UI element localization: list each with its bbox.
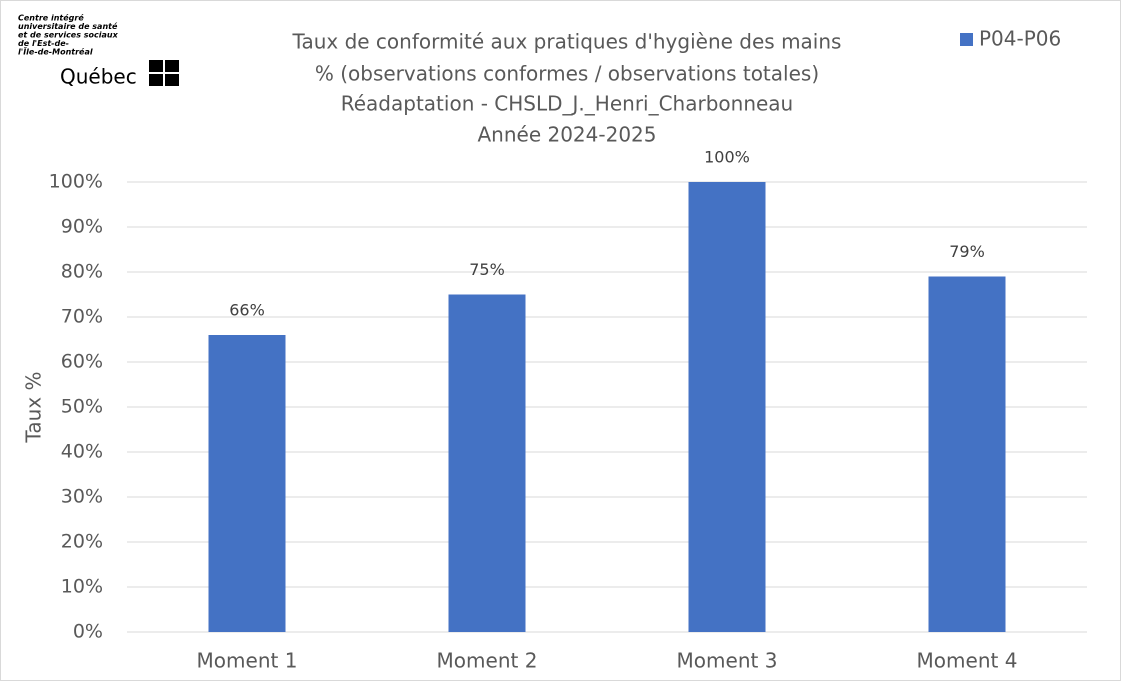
x-tick-label: Moment 2 xyxy=(437,649,538,673)
chart-title: Taux de conformité aux pratiques d'hygiè… xyxy=(292,30,842,54)
bar xyxy=(688,182,766,632)
data-label: 79% xyxy=(949,242,985,261)
logo-name: Québec xyxy=(60,65,137,89)
y-tick-label: 90% xyxy=(61,216,103,238)
logo-text: l'Île-de-Montréal xyxy=(18,47,93,57)
logo-flag xyxy=(149,74,163,86)
y-axis-label: Taux % xyxy=(22,371,46,443)
bar xyxy=(208,335,286,632)
legend-label: P04-P06 xyxy=(979,27,1061,51)
x-tick-label: Moment 3 xyxy=(677,649,778,673)
data-label: 66% xyxy=(229,301,265,320)
logo-text: Centre intégré xyxy=(18,13,84,23)
chart-title: Année 2024-2025 xyxy=(477,123,656,147)
chart-title: % (observations conformes / observations… xyxy=(315,62,819,86)
y-tick-label: 0% xyxy=(73,621,103,643)
y-tick-label: 70% xyxy=(61,306,103,328)
logo-text: et de services sociaux xyxy=(18,31,119,40)
legend-swatch xyxy=(960,33,973,46)
bar xyxy=(448,294,526,632)
y-tick-label: 80% xyxy=(61,261,103,283)
logo-text: de l'Est-de- xyxy=(18,39,69,48)
y-tick-label: 60% xyxy=(61,351,103,373)
y-tick-label: 10% xyxy=(61,576,103,598)
logo-text: universitaire de santé xyxy=(18,21,118,31)
bar xyxy=(928,276,1006,632)
y-tick-label: 30% xyxy=(61,486,103,508)
chart-title: Réadaptation - CHSLD_J._Henri_Charbonnea… xyxy=(341,92,793,116)
data-label: 75% xyxy=(469,260,505,279)
logo-flag xyxy=(165,60,179,72)
x-tick-label: Moment 1 xyxy=(197,649,298,673)
y-tick-label: 20% xyxy=(61,531,103,553)
x-tick-label: Moment 4 xyxy=(917,649,1018,673)
data-label: 100% xyxy=(704,148,750,167)
logo-flag xyxy=(165,74,179,86)
y-tick-label: 50% xyxy=(61,396,103,418)
logo-flag xyxy=(149,60,163,72)
y-tick-label: 100% xyxy=(49,171,103,193)
y-tick-label: 40% xyxy=(61,441,103,463)
